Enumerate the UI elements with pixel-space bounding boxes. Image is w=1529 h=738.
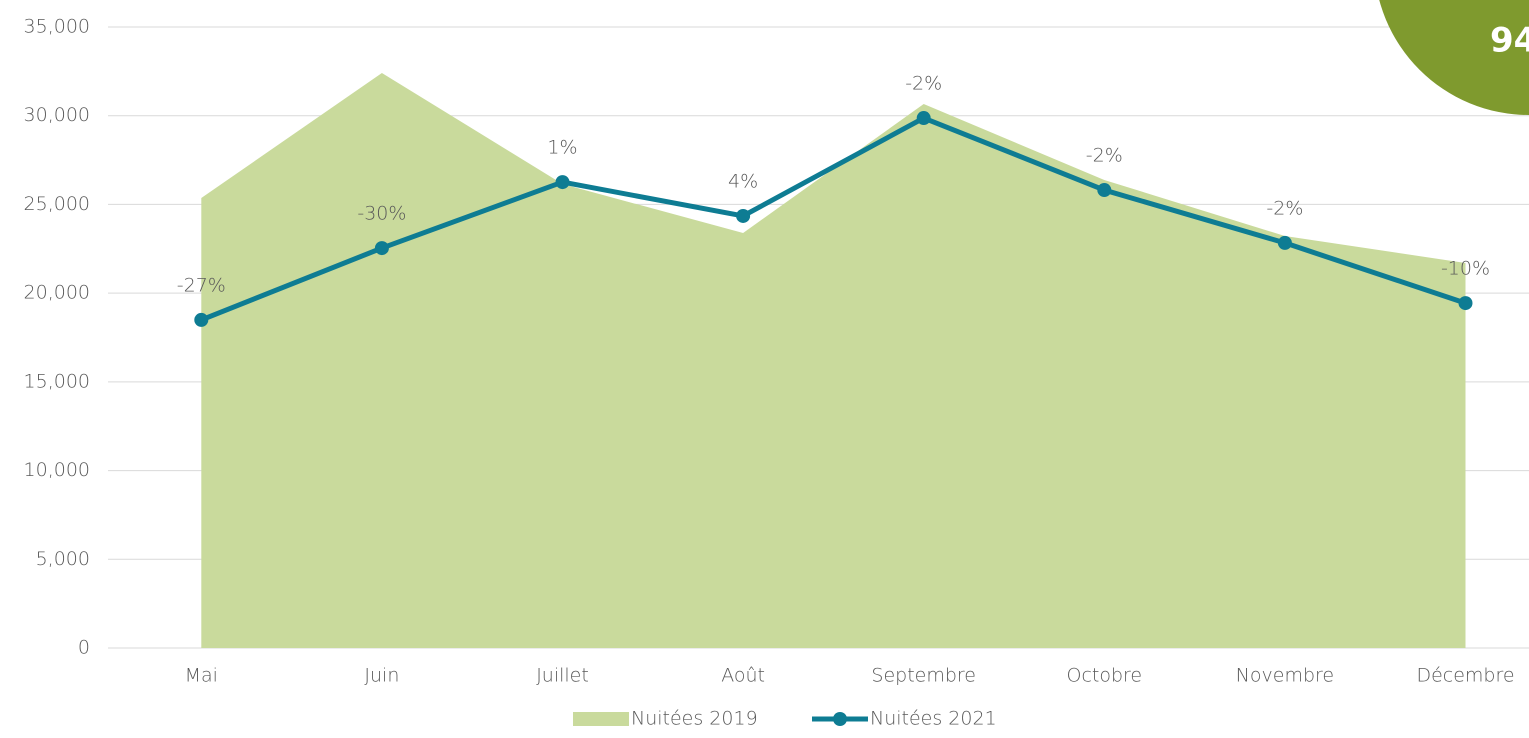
marker [1277,235,1292,250]
marker [1458,296,1473,311]
y-tick-label: 25,000 [24,193,90,215]
y-tick-label: 5,000 [36,548,90,570]
data-label: 1% [547,137,577,159]
legend-label: Nuitées 2021 [870,708,997,730]
legend-label: Nuitées 2019 [631,708,758,730]
data-label: -2% [905,73,942,95]
data-label: -2% [1266,197,1303,219]
data-label: -2% [1086,145,1123,167]
data-label: -30% [357,203,406,225]
area [201,72,1466,649]
legend-swatch [573,712,629,726]
marker [374,241,389,256]
badge-label: 94 [1490,21,1529,61]
x-tick-label: Septembre [871,665,976,687]
x-tick-label: Juillet [536,665,589,687]
data-label: -27% [177,274,226,296]
data-label: -10% [1441,258,1490,280]
x-tick-label: Mai [185,665,218,687]
y-tick-label: 10,000 [24,459,90,481]
y-tick-label: 30,000 [24,104,90,126]
x-tick-label: Juin [364,665,399,687]
badge [1379,0,1529,115]
legend-swatch [833,712,847,726]
data-label: 4% [728,170,758,192]
y-tick-label: 35,000 [24,16,90,38]
marker [916,111,931,126]
line [200,115,1467,323]
marker [736,208,751,223]
marker [194,312,209,327]
x-tick-label: Août [721,665,765,687]
x-tick-label: Novembre [1236,665,1334,687]
y-tick-label: 0 [78,637,90,659]
marker [1097,183,1112,198]
x-tick-label: Octobre [1066,665,1142,687]
marker [555,175,570,190]
x-tick-label: Décembre [1416,665,1514,687]
y-tick-label: 15,000 [24,370,90,392]
y-tick-label: 20,000 [24,282,90,304]
